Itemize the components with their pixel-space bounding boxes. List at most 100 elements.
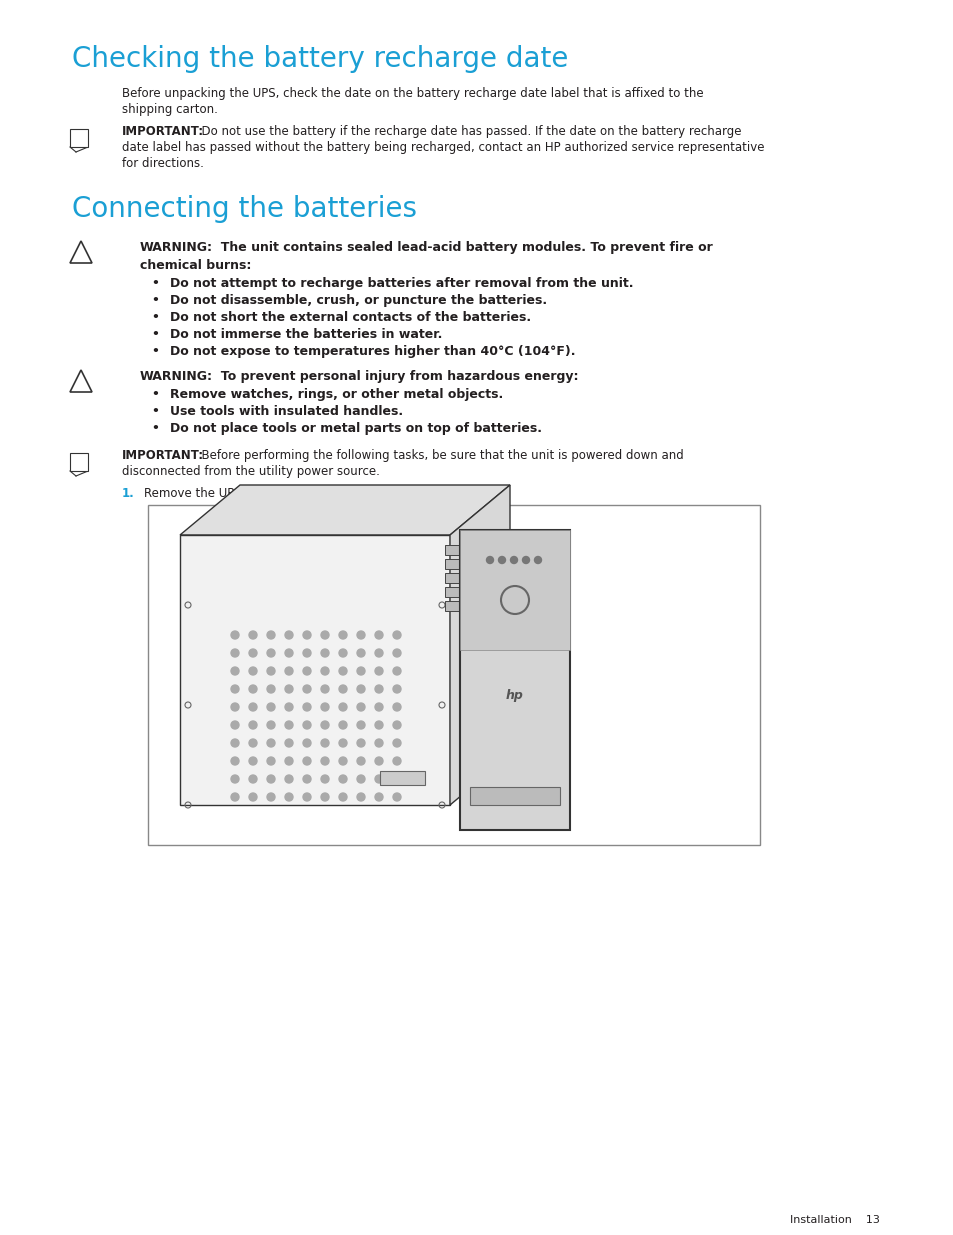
Circle shape <box>231 739 239 747</box>
Text: •: • <box>151 405 159 417</box>
Circle shape <box>249 721 256 729</box>
Bar <box>70 128 88 147</box>
Circle shape <box>393 757 400 764</box>
Circle shape <box>249 793 256 802</box>
Circle shape <box>375 776 382 783</box>
Circle shape <box>285 703 293 711</box>
Circle shape <box>375 739 382 747</box>
Circle shape <box>249 685 256 693</box>
Circle shape <box>522 557 529 563</box>
Text: IMPORTANT:: IMPORTANT: <box>122 450 204 462</box>
Circle shape <box>231 631 239 638</box>
Circle shape <box>356 667 365 676</box>
Text: Remove the UPS front bezel.: Remove the UPS front bezel. <box>144 487 313 500</box>
Polygon shape <box>180 485 510 535</box>
Circle shape <box>249 739 256 747</box>
Circle shape <box>338 757 347 764</box>
Circle shape <box>267 631 274 638</box>
Text: Connecting the batteries: Connecting the batteries <box>71 195 416 224</box>
Text: •: • <box>151 345 159 358</box>
Text: Installation    13: Installation 13 <box>789 1215 879 1225</box>
Circle shape <box>338 721 347 729</box>
Circle shape <box>375 703 382 711</box>
Circle shape <box>267 793 274 802</box>
Circle shape <box>393 739 400 747</box>
Circle shape <box>375 631 382 638</box>
Polygon shape <box>70 370 91 391</box>
Circle shape <box>285 776 293 783</box>
Circle shape <box>356 739 365 747</box>
Circle shape <box>338 685 347 693</box>
Circle shape <box>320 776 329 783</box>
Text: Do not immerse the batteries in water.: Do not immerse the batteries in water. <box>170 329 442 341</box>
Text: IMPORTANT:: IMPORTANT: <box>122 125 204 138</box>
Circle shape <box>510 557 517 563</box>
Circle shape <box>303 685 311 693</box>
Circle shape <box>375 685 382 693</box>
Text: Before performing the following tasks, be sure that the unit is powered down and: Before performing the following tasks, b… <box>193 450 683 462</box>
Text: !: ! <box>79 252 83 262</box>
Text: Remove watches, rings, or other metal objects.: Remove watches, rings, or other metal ob… <box>170 388 503 401</box>
Circle shape <box>267 667 274 676</box>
Text: •: • <box>151 388 159 401</box>
Circle shape <box>338 650 347 657</box>
Text: Before unpacking the UPS, check the date on the battery recharge date label that: Before unpacking the UPS, check the date… <box>122 86 703 100</box>
Text: The unit contains sealed lead-acid battery modules. To prevent fire or: The unit contains sealed lead-acid batte… <box>212 241 712 254</box>
Circle shape <box>231 776 239 783</box>
Circle shape <box>303 703 311 711</box>
Circle shape <box>249 667 256 676</box>
Circle shape <box>534 557 541 563</box>
Circle shape <box>338 793 347 802</box>
Circle shape <box>393 631 400 638</box>
Circle shape <box>375 757 382 764</box>
Circle shape <box>320 650 329 657</box>
Circle shape <box>285 650 293 657</box>
Text: chemical burns:: chemical burns: <box>140 259 251 272</box>
Circle shape <box>303 721 311 729</box>
Circle shape <box>285 793 293 802</box>
Circle shape <box>285 631 293 638</box>
Circle shape <box>486 557 493 563</box>
Text: •: • <box>151 277 159 290</box>
Circle shape <box>267 721 274 729</box>
Circle shape <box>393 667 400 676</box>
Circle shape <box>393 776 400 783</box>
Circle shape <box>338 776 347 783</box>
Circle shape <box>356 650 365 657</box>
Bar <box>379 771 424 785</box>
Text: Do not use the battery if the recharge date has passed. If the date on the batte: Do not use the battery if the recharge d… <box>193 125 740 138</box>
Bar <box>459 530 569 830</box>
Circle shape <box>267 757 274 764</box>
Bar <box>470 787 559 805</box>
Text: Use tools with insulated handles.: Use tools with insulated handles. <box>170 405 403 417</box>
Circle shape <box>303 776 311 783</box>
Circle shape <box>356 793 365 802</box>
Text: Do not place tools or metal parts on top of batteries.: Do not place tools or metal parts on top… <box>170 422 541 435</box>
Text: 1.: 1. <box>122 487 134 500</box>
Circle shape <box>303 793 311 802</box>
Bar <box>180 535 450 805</box>
Text: To prevent personal injury from hazardous energy:: To prevent personal injury from hazardou… <box>212 370 578 383</box>
Circle shape <box>267 650 274 657</box>
Text: Do not attempt to recharge batteries after removal from the unit.: Do not attempt to recharge batteries aft… <box>170 277 633 290</box>
Text: WARNING:: WARNING: <box>140 370 213 383</box>
Circle shape <box>393 721 400 729</box>
Circle shape <box>231 703 239 711</box>
Text: Do not disassemble, crush, or puncture the batteries.: Do not disassemble, crush, or puncture t… <box>170 294 547 308</box>
Circle shape <box>285 739 293 747</box>
Text: date label has passed without the battery being recharged, contact an HP authori: date label has passed without the batter… <box>122 141 763 154</box>
Circle shape <box>356 721 365 729</box>
Text: Checking the battery recharge date: Checking the battery recharge date <box>71 44 568 73</box>
Circle shape <box>303 631 311 638</box>
Bar <box>70 453 88 471</box>
Circle shape <box>320 721 329 729</box>
Circle shape <box>375 650 382 657</box>
Circle shape <box>375 721 382 729</box>
Circle shape <box>393 703 400 711</box>
Circle shape <box>375 667 382 676</box>
Text: hp: hp <box>505 688 523 701</box>
Circle shape <box>320 739 329 747</box>
Circle shape <box>320 667 329 676</box>
Circle shape <box>267 739 274 747</box>
Circle shape <box>338 739 347 747</box>
